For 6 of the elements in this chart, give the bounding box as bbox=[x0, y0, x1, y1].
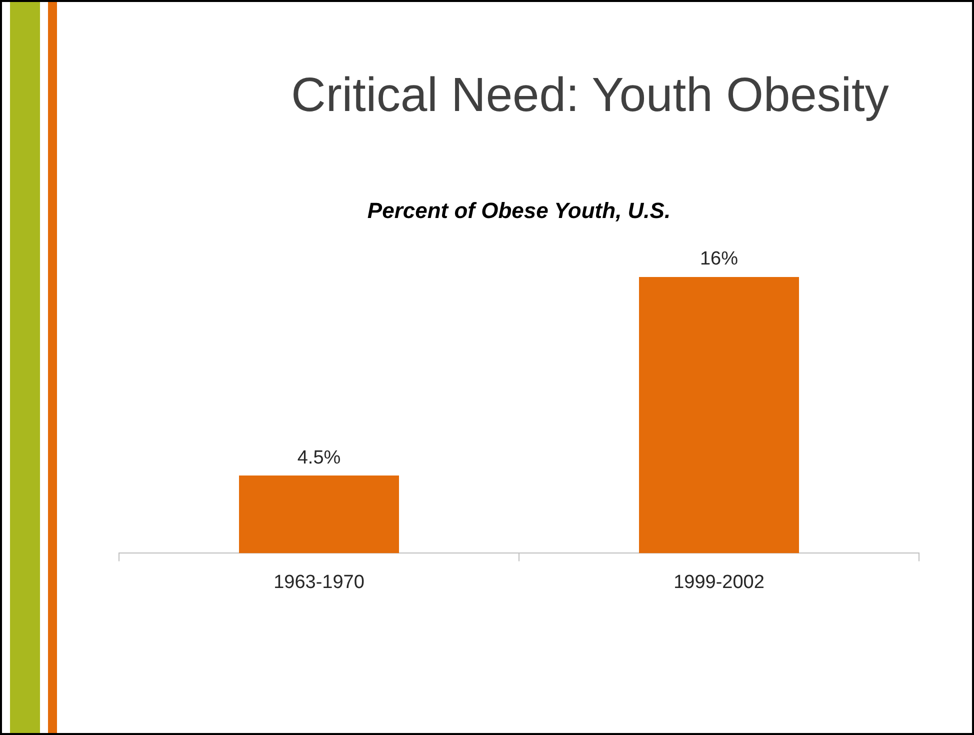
x-tick-label: 1999-2002 bbox=[674, 572, 764, 593]
chart-subtitle: Percent of Obese Youth, U.S. bbox=[366, 198, 672, 224]
data-label: 4.5% bbox=[297, 447, 341, 468]
data-label: 16% bbox=[700, 248, 738, 270]
chart-title: Critical Need: Youth Obesity bbox=[290, 68, 890, 123]
x-tick-label: 1963-1970 bbox=[274, 572, 364, 593]
